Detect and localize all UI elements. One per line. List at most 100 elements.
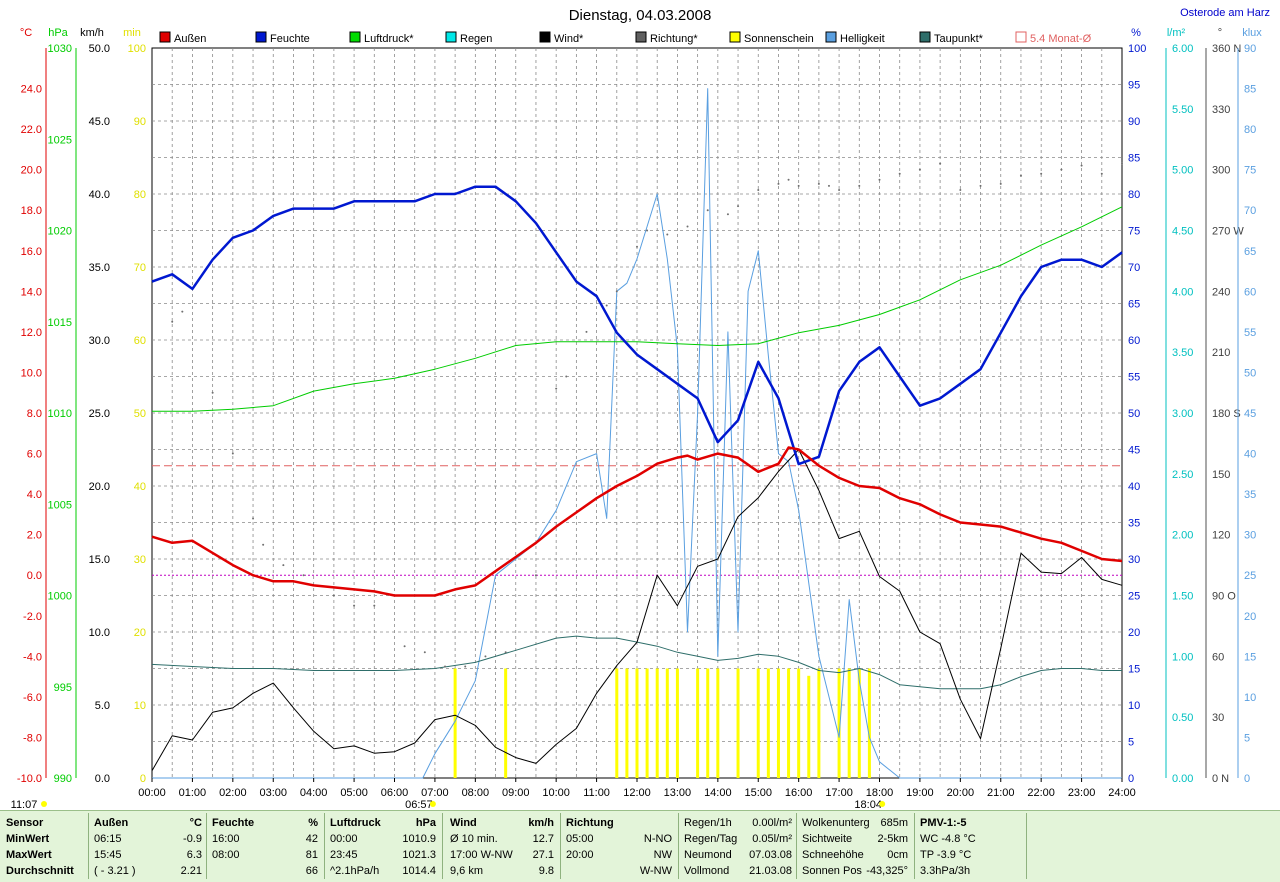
direction-point xyxy=(565,375,568,378)
temp-axis-tick: -8.0 xyxy=(23,732,42,744)
temp-unit-label: °C xyxy=(20,27,32,39)
minutes-axis-tick: 70 xyxy=(134,262,146,274)
brightness-axis-tick: 70 xyxy=(1244,205,1256,217)
time-tick-label: 07:00 xyxy=(421,787,449,799)
temperature-line xyxy=(151,446,1123,597)
brightness-axis-tick: 0 xyxy=(1244,773,1250,785)
dewpoint-line xyxy=(151,635,1122,690)
direction-point xyxy=(737,205,740,208)
feuchte-min-time: 16:00 xyxy=(212,833,240,845)
rain-axis-tick: 0.00 xyxy=(1172,773,1193,785)
time-tick-label: 04:00 xyxy=(300,787,328,799)
sunshine-bar xyxy=(655,668,659,778)
feuchte-max-time: 08:00 xyxy=(212,849,240,861)
brightness-axis-tick: 35 xyxy=(1244,489,1256,501)
wind-distance: 9,6 km xyxy=(450,865,484,877)
sunshine-bar xyxy=(756,668,760,778)
direction-point xyxy=(939,162,942,165)
humidity-axis-tick: 100 xyxy=(1128,43,1146,55)
legend-swatch-au-en xyxy=(159,31,171,43)
direction-axis-tick: 240 xyxy=(1212,286,1230,298)
pressure-axis-tick: 1010 xyxy=(48,408,72,420)
humidity-axis-tick: 30 xyxy=(1128,554,1140,566)
time-tick-label: 23:00 xyxy=(1068,787,1096,799)
time-tick-label: 11:00 xyxy=(583,787,610,799)
luftdruck-avg-value: 1014.4 xyxy=(402,865,436,877)
direction-axis-tick: 330 xyxy=(1212,104,1230,116)
richtung-max-time: 20:00 xyxy=(566,849,594,861)
summary-labels: Sensor MinWert MaxWert Durchschnitt xyxy=(6,815,86,879)
sunshine-bar xyxy=(847,668,851,778)
luftdruck-min-time: 00:00 xyxy=(330,833,358,845)
brightness-axis-tick: 90 xyxy=(1244,43,1256,55)
rain-axis-tick: 4.50 xyxy=(1172,226,1193,238)
summary-wind: Wind km/h Ø 10 min. 12.7 17:00 W-NW 27.1 9,… xyxy=(450,815,554,879)
humidity-axis-tick: 25 xyxy=(1128,591,1140,603)
temp-axis-tick: 14.0 xyxy=(21,286,42,298)
rain-axis-tick: 1.50 xyxy=(1172,591,1193,603)
legend-label-5-4-monat: 5.4 Monat-Ø xyxy=(1030,33,1092,45)
rain-axis-tick: 0.50 xyxy=(1172,712,1193,724)
wind-axis-tick: 0.0 xyxy=(95,773,110,785)
humidity-axis-tick: 15 xyxy=(1128,664,1140,676)
luftdruck-max-time: 23:45 xyxy=(330,849,358,861)
wind-line xyxy=(151,449,1123,771)
pressure-axis-tick: 1000 xyxy=(48,591,72,603)
sunshine-bar xyxy=(504,668,508,778)
direction-point xyxy=(171,320,174,323)
wind-avg-value: 9.8 xyxy=(538,865,554,877)
direction-axis-tick: 60 xyxy=(1212,651,1224,663)
richtung-avg-value: W-NW xyxy=(639,865,672,877)
wind-axis-tick: 25.0 xyxy=(89,408,110,420)
humidity-unit-label: % xyxy=(1131,27,1141,39)
time-tick-label: 13:00 xyxy=(664,787,692,799)
humidity-axis-tick: 70 xyxy=(1128,262,1140,274)
direction-point xyxy=(211,391,214,394)
wind-axis-tick: 35.0 xyxy=(89,262,110,274)
legend-label-au-en: Außen xyxy=(174,33,206,45)
summary-feuchte: Feuchte% 16:00 42 08:00 81 66 xyxy=(212,815,318,879)
brightness-axis-tick: 40 xyxy=(1244,449,1256,461)
label-min: MinWert xyxy=(6,833,50,845)
pmv-value: PMV-1:-5 xyxy=(920,817,967,829)
legend-swatch-helligkeit xyxy=(825,31,837,43)
direction-point xyxy=(1100,172,1103,175)
sunshine-bar xyxy=(716,668,720,778)
aussen-max-time: 15:45 xyxy=(94,849,122,861)
time-tick-label: 14:00 xyxy=(704,787,732,799)
temp-axis-tick: 12.0 xyxy=(21,327,42,339)
temp-axis-tick: 18.0 xyxy=(21,205,42,217)
brightness-axis-tick: 30 xyxy=(1244,530,1256,542)
sunshine-bar xyxy=(807,675,811,778)
luftdruck-title: Luftdruck xyxy=(330,817,381,829)
minutes-axis-tick: 20 xyxy=(134,627,146,639)
schneehoehe-value: 0cm xyxy=(887,849,908,861)
wind-axis-tick: 15.0 xyxy=(89,554,110,566)
humidity-axis-tick: 95 xyxy=(1128,80,1140,92)
humidity-axis-tick: 80 xyxy=(1128,189,1140,201)
direction-axis-tick: 180 S xyxy=(1212,408,1241,420)
time-tick-label: 21:00 xyxy=(987,787,1015,799)
direction-point xyxy=(282,564,285,567)
feuchte-max-value: 81 xyxy=(305,849,318,861)
sunshine-bar xyxy=(665,668,669,778)
legend-swatch-wind xyxy=(539,31,551,43)
direction-point xyxy=(999,182,1002,185)
direction-axis-tick: 300 xyxy=(1212,165,1230,177)
brightness-axis-tick: 50 xyxy=(1244,367,1256,379)
neumond-value: 07.03.08 xyxy=(749,849,792,861)
humidity-line xyxy=(151,185,1123,466)
direction-point xyxy=(726,213,729,216)
summary-richtung: Richtung 05:00 N-NO 20:00 NW W-NW xyxy=(566,815,672,879)
wolken-value: 685m xyxy=(880,817,908,829)
humidity-axis-tick: 90 xyxy=(1128,116,1140,128)
direction-point xyxy=(1040,172,1043,175)
label-max: MaxWert xyxy=(6,849,52,861)
brightness-axis-tick: 25 xyxy=(1244,570,1256,582)
sonnenpos-value: -43,325° xyxy=(866,865,908,877)
aussen-avg-note: ( - 3.21 ) xyxy=(94,865,136,877)
wind-axis-tick: 30.0 xyxy=(89,335,110,347)
brightness-axis-tick: 60 xyxy=(1244,286,1256,298)
sunshine-bar xyxy=(615,668,619,778)
temp-axis-tick: -6.0 xyxy=(23,692,42,704)
